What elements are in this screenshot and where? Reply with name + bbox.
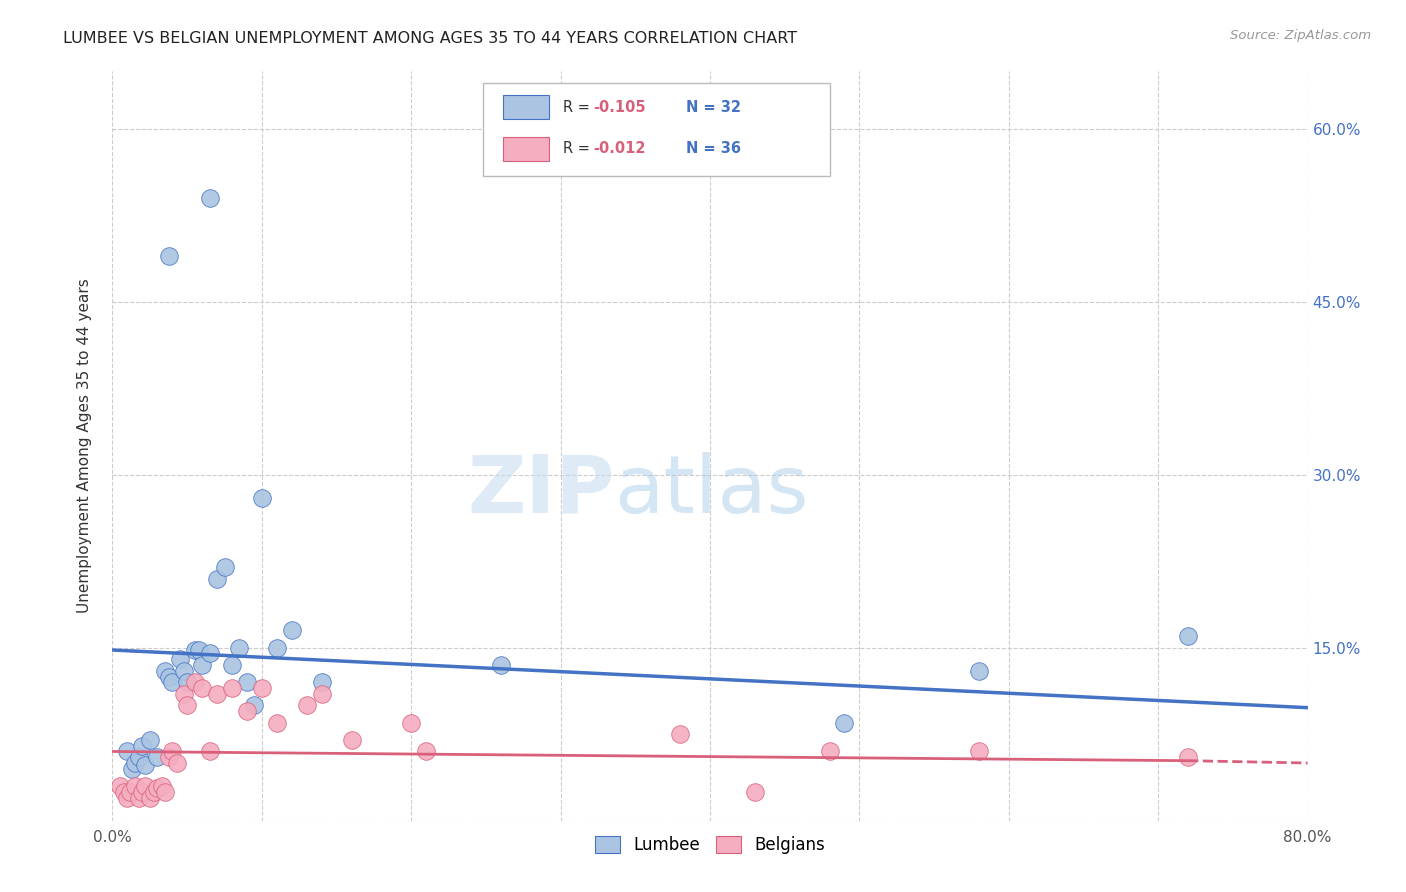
Point (131, 739, 153, 753)
Point (198, 647, 221, 661)
Point (214, 560, 236, 574)
Point (157, 750, 180, 764)
Text: N = 32: N = 32 (686, 100, 741, 115)
Point (153, 785, 176, 799)
Point (311, 687, 333, 701)
Point (250, 491, 273, 505)
Text: LUMBEE VS BELGIAN UNEMPLOYMENT AMONG AGES 35 TO 44 YEARS CORRELATION CHART: LUMBEE VS BELGIAN UNEMPLOYMENT AMONG AGE… (63, 31, 797, 46)
Point (236, 675, 259, 690)
Text: atlas: atlas (614, 452, 808, 530)
Point (183, 675, 205, 690)
Bar (503, 95, 548, 120)
Point (134, 779, 156, 793)
Point (191, 681, 214, 695)
Bar (503, 136, 548, 161)
Point (340, 733, 363, 747)
Point (139, 790, 162, 805)
Point (131, 785, 153, 799)
Point (114, 785, 135, 799)
Legend: Lumbee, Belgians: Lumbee, Belgians (588, 830, 832, 861)
Point (191, 658, 214, 673)
Point (124, 779, 146, 793)
Point (281, 624, 304, 638)
Point (489, 658, 512, 673)
Point (401, 715, 423, 730)
Point (311, 675, 333, 690)
Point (153, 664, 176, 678)
Point (266, 640, 288, 655)
Point (236, 704, 259, 718)
Text: R =: R = (562, 100, 595, 115)
Text: R =: R = (562, 141, 595, 156)
Point (205, 572, 228, 586)
Point (221, 681, 243, 695)
Point (221, 658, 243, 673)
Point (150, 779, 173, 793)
Point (228, 640, 250, 655)
Point (669, 727, 692, 741)
Point (176, 675, 198, 690)
Point (157, 249, 180, 263)
Point (108, 779, 131, 793)
Point (134, 758, 156, 772)
Point (266, 715, 288, 730)
Text: ZIP: ZIP (467, 452, 614, 530)
Text: N = 36: N = 36 (686, 141, 741, 156)
Point (128, 790, 150, 805)
Point (415, 744, 437, 758)
Point (146, 750, 169, 764)
Point (198, 191, 221, 205)
Point (198, 744, 221, 758)
Point (146, 781, 169, 796)
Point (1177, 750, 1199, 764)
Point (834, 715, 856, 730)
Point (295, 698, 318, 713)
Point (143, 785, 166, 799)
Point (744, 785, 766, 799)
FancyBboxPatch shape (484, 83, 830, 177)
Point (967, 744, 990, 758)
Point (120, 785, 142, 799)
Point (967, 664, 990, 678)
Y-axis label: Unemployment Among Ages 35 to 44 years: Unemployment Among Ages 35 to 44 years (77, 278, 91, 614)
Point (169, 652, 191, 666)
Point (162, 744, 183, 758)
Text: -0.105: -0.105 (593, 100, 645, 115)
Point (128, 750, 150, 764)
Point (166, 756, 188, 770)
Point (188, 643, 211, 657)
Text: Source: ZipAtlas.com: Source: ZipAtlas.com (1230, 29, 1371, 42)
Point (818, 744, 841, 758)
Point (173, 664, 195, 678)
Point (1177, 629, 1199, 643)
Point (121, 762, 143, 776)
Point (250, 681, 273, 695)
Point (117, 744, 139, 758)
Point (157, 669, 180, 683)
Point (183, 643, 205, 657)
Point (139, 733, 162, 747)
Point (162, 675, 183, 690)
Point (205, 687, 228, 701)
Point (243, 698, 266, 713)
Point (117, 790, 139, 805)
Point (173, 687, 195, 701)
Point (176, 698, 198, 713)
Text: -0.012: -0.012 (593, 141, 645, 156)
Point (124, 756, 146, 770)
